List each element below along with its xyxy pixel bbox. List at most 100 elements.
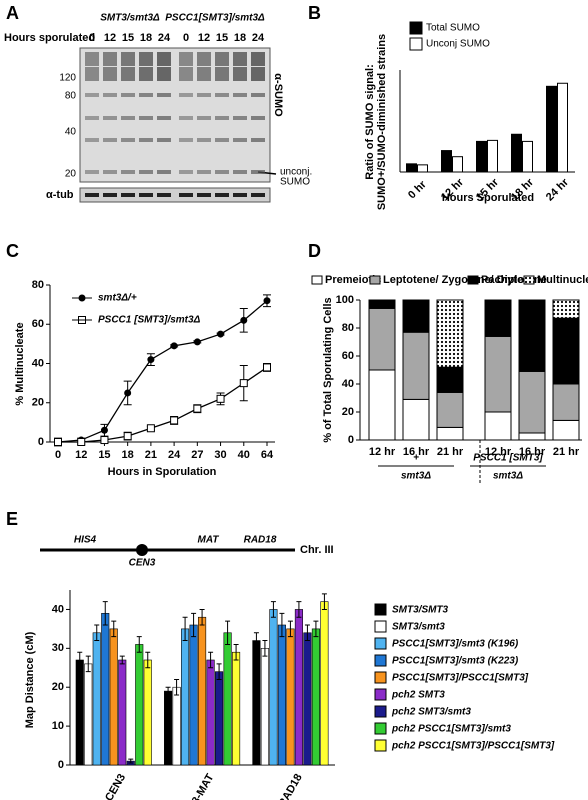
band [215,52,229,66]
band [251,52,265,66]
label: E [6,509,18,529]
label: 30 [52,642,64,654]
error-bar [313,620,319,638]
label: PSCC1[SMT3]/smt3Δ [165,13,265,24]
label: Hours Sporulated [442,192,534,204]
label: 20 [342,406,354,418]
label: 12 hr [485,446,512,458]
band [233,138,247,142]
label: Multinucleate [537,274,588,286]
error-bar [270,601,276,618]
label: 100 [336,294,354,306]
label: 0 [183,32,189,44]
bar [109,628,118,766]
band [215,93,229,97]
marker [263,297,271,305]
error-bar [233,643,239,661]
label: 12 [75,449,87,461]
label: SMT3/SMT3 [392,605,449,616]
legend-swatch [374,637,387,650]
error-bar [321,593,327,610]
band [157,93,171,97]
bar-segment [518,432,546,441]
bar [232,651,241,766]
marker [216,394,225,403]
bar-segment [518,370,546,434]
label: Premeiotic [325,274,381,286]
label: 10 [52,720,64,732]
legend-swatch [523,275,535,285]
label: α-SUMO [272,73,284,117]
bar [277,624,286,766]
label: 15 [122,32,134,44]
label: 40 [52,603,64,615]
label: 18 [234,32,246,44]
label: 20 [65,169,77,180]
label: pch2 PSCC1[SMT3]/PSCC1[SMT3] [391,741,555,752]
bar [406,163,417,173]
label: PSCC1 [SMT3] [473,453,543,464]
tub-band [179,193,193,197]
band [251,116,265,120]
band [179,170,193,174]
legend-swatch [374,688,387,701]
label: Chr. III [300,544,334,556]
band [197,67,211,81]
label: PSCC1[SMT3]/PSCC1[SMT3] [392,673,529,684]
legend-swatch [374,671,387,684]
band [139,170,153,174]
bar [286,628,295,766]
band [85,170,99,174]
bar [417,164,428,173]
error-bar [165,686,171,696]
label: 24 [158,32,171,44]
bar [311,628,320,766]
bar [452,156,463,173]
label: C [6,241,19,261]
legend-swatch [409,37,423,51]
label: PSCC1 [SMT3]/smt3Δ [98,315,201,326]
label: CEN3 [129,558,156,569]
bar-segment [436,391,464,428]
label: B [308,3,321,23]
error-bar [77,651,83,669]
bar-segment [484,299,512,337]
error-bar [145,651,151,669]
band [197,116,211,120]
band [139,67,153,81]
marker [147,356,155,364]
label: 12 hr [369,446,396,458]
label: 0 [58,759,64,771]
label: 0 [55,449,61,461]
bar-segment [436,366,464,393]
bar-segment [368,369,396,441]
label: pch2 SMT3 [391,690,445,701]
label: smt3Δ/+ [98,293,137,304]
band [85,52,99,66]
bar [215,671,224,766]
bar [198,616,207,766]
label: 16 hr [403,446,430,458]
label: Total SUMO [426,23,480,34]
bar-segment [436,426,464,441]
label: 64 [261,449,274,461]
label: 15 [216,32,228,44]
tub-band [103,193,117,197]
label: α-tub [46,189,74,201]
label: 16 hr [519,446,546,458]
bar [84,663,93,766]
marker [217,330,225,338]
label: 40 [32,357,44,369]
label: Leptotene/ Zygotene/ Diplotene [383,274,547,286]
band [233,52,247,66]
label: HIS4 [74,535,97,546]
bar-segment [402,398,430,441]
bar [441,150,452,173]
marker [77,438,86,446]
band [85,67,99,81]
band [139,52,153,66]
tub-band [215,193,229,197]
label: 21 [145,449,157,461]
error-bar [94,624,100,642]
tub-band [197,193,211,197]
